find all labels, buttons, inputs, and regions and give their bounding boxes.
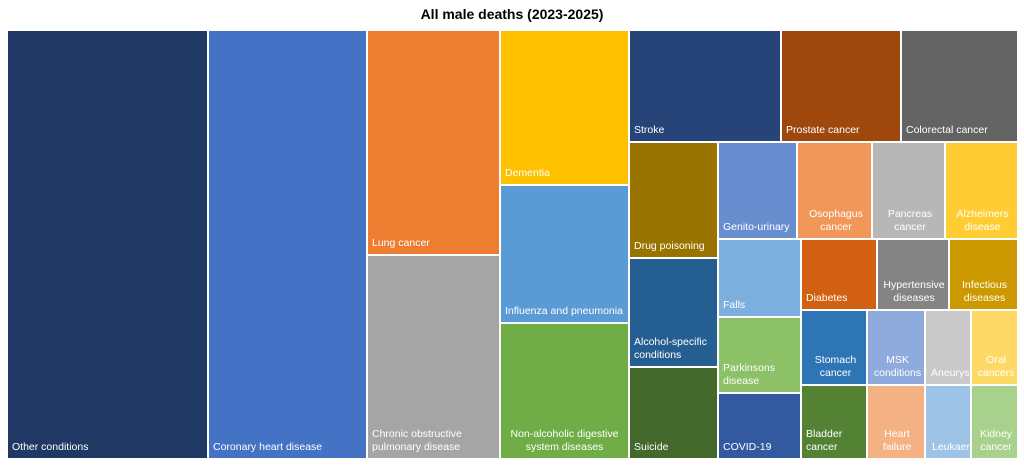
treemap-tile: Influenza and pneumonia	[500, 185, 629, 323]
treemap-tile: Colorectal cancer	[901, 30, 1018, 142]
treemap-tile: MSK conditions	[867, 310, 925, 385]
tile-label: Chronic obstructive pulmonary disease	[372, 428, 462, 453]
tile-label: Diabetes	[806, 292, 848, 304]
tile-label: Infectious diseases	[962, 279, 1007, 304]
tile-label: Alzheimers disease	[956, 208, 1009, 233]
tile-label: Dementia	[505, 167, 550, 179]
treemap-tile: Kidney cancer	[971, 385, 1018, 459]
tile-label: MSK conditions	[873, 354, 922, 379]
tile-label: Oral cancers	[977, 354, 1015, 379]
tile-label: Kidney cancer	[979, 428, 1013, 453]
treemap-tile: Alcohol-specific conditions	[629, 258, 718, 367]
tile-label: Coronary heart disease	[213, 441, 323, 453]
chart-title: All male deaths (2023-2025)	[420, 6, 604, 22]
treemap-tile: Drug poisoning	[629, 142, 718, 258]
tile-label: Leukaemia	[932, 441, 970, 453]
treemap-tile: Bladder cancer	[801, 385, 867, 459]
treemap-tile: Lung cancer	[367, 30, 500, 255]
treemap-tile: COVID-19	[718, 393, 801, 459]
treemap-tile: Oral cancers	[971, 310, 1018, 385]
tile-label: Other conditions	[12, 441, 89, 453]
tile-label: Pancreas cancer	[887, 208, 933, 233]
treemap-tile: Dementia	[500, 30, 629, 185]
treemap-tile: Aneurysms	[925, 310, 971, 385]
treemap-tile: Osophagus cancer	[797, 142, 872, 239]
tile-label: Falls	[723, 299, 746, 311]
treemap-tile: Falls	[718, 239, 801, 317]
tile-label: Heart failure	[882, 428, 912, 453]
tile-label: Osophagus cancer	[809, 208, 863, 233]
treemap-tile: Parkinsons disease	[718, 317, 801, 393]
tile-label: Genito-urinary	[723, 221, 790, 233]
treemap-tile: Suicide	[629, 367, 718, 459]
tile-label: Non-alcoholic digestive system diseases	[510, 428, 619, 453]
tile-label: Prostate cancer	[786, 124, 860, 136]
tile-label: Aneurysms	[931, 367, 970, 379]
tile-label: Alcohol-specific conditions	[634, 336, 707, 361]
treemap-tile: Hypertensive diseases	[877, 239, 949, 310]
tile-label: Parkinsons disease	[723, 362, 775, 387]
treemap-tile: Infectious diseases	[949, 239, 1018, 310]
treemap-tile: Pancreas cancer	[872, 142, 945, 239]
treemap-tile: Coronary heart disease	[208, 30, 367, 459]
tile-label: Stroke	[634, 124, 665, 136]
treemap-tile: Prostate cancer	[781, 30, 901, 142]
treemap-tile: Stomach cancer	[801, 310, 867, 385]
treemap-tile: Non-alcoholic digestive system diseases	[500, 323, 629, 459]
tile-label: Influenza and pneumonia	[505, 305, 623, 317]
treemap-tile: Genito-urinary	[718, 142, 797, 239]
tile-label: Hypertensive diseases	[883, 279, 945, 304]
tile-label: Bladder cancer	[806, 428, 843, 453]
treemap-tile: Diabetes	[801, 239, 877, 310]
treemap-tile: Other conditions	[7, 30, 208, 459]
treemap-tile: Chronic obstructive pulmonary disease	[367, 255, 500, 459]
tile-label: Stomach cancer	[814, 354, 857, 379]
tile-label: Colorectal cancer	[906, 124, 988, 136]
treemap-tile: Alzheimers disease	[945, 142, 1018, 239]
tile-label: COVID-19	[723, 441, 772, 453]
treemap-tile: Leukaemia	[925, 385, 971, 459]
tile-label: Lung cancer	[372, 237, 430, 249]
tile-label: Drug poisoning	[634, 240, 705, 252]
treemap-tile: Heart failure	[867, 385, 925, 459]
treemap-tile: Stroke	[629, 30, 781, 142]
tile-label: Suicide	[634, 441, 669, 453]
